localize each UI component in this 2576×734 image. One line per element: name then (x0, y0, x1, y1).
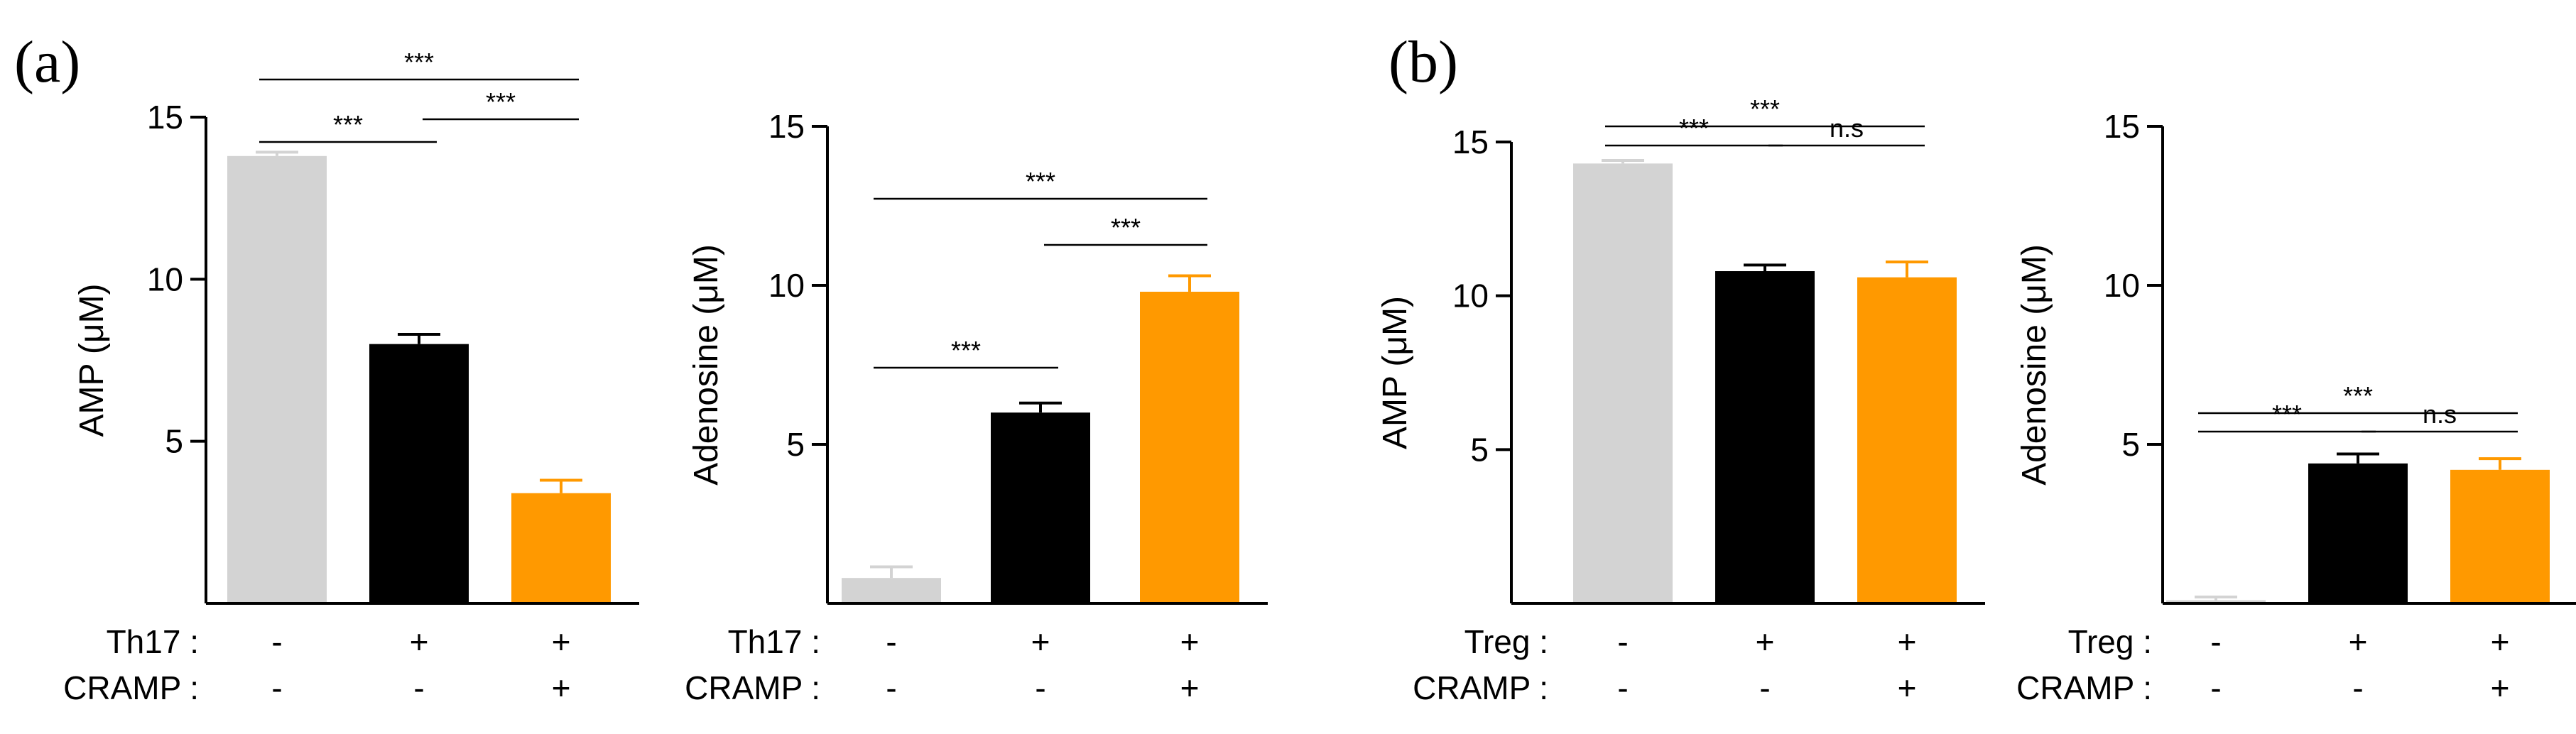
condition-sign: + (552, 623, 571, 660)
bar-2 (991, 412, 1090, 603)
condition-sign: - (2210, 669, 2221, 706)
y-tick-label-5: 5 (786, 426, 805, 463)
significance-label: *** (486, 87, 516, 116)
chart-panel-3: (b) 5 10 15 AMP (μM) Treg : - + + CRAMP : - - + *** n.… (1376, 29, 1985, 706)
y-tick-label-10: 10 (1452, 278, 1489, 314)
condition-sign: + (410, 623, 429, 660)
condition-sign: + (2491, 669, 2510, 706)
y-axis-label: Adenosine (μM) (688, 244, 725, 486)
chart-panel-1: (a) 5 10 15 AMP (μM) Th17 : - + + CRAMP : - - + *** **… (14, 29, 639, 706)
y-tick-label-15: 15 (147, 99, 183, 136)
y-tick-label-15: 15 (2104, 108, 2140, 145)
y-tick-label-10: 10 (2104, 267, 2140, 304)
condition-sign: + (1031, 623, 1050, 660)
bar-1 (227, 155, 327, 604)
condition-sign: - (2352, 669, 2363, 706)
bar-3 (1140, 291, 1239, 603)
significance-label: *** (333, 110, 363, 139)
condition-label: CRAMP : (685, 669, 820, 706)
condition-sign: - (271, 669, 282, 706)
bar-2 (1715, 271, 1815, 603)
panel-label: (a) (14, 29, 80, 95)
y-axis-label: AMP (μM) (1376, 296, 1414, 449)
condition-sign: - (1617, 623, 1628, 660)
condition-sign: + (1180, 623, 1200, 660)
significance-label: *** (2272, 400, 2302, 429)
y-tick-label-5: 5 (2121, 426, 2140, 463)
condition-sign: + (1898, 669, 1917, 706)
significance-label: *** (1679, 114, 1709, 143)
y-axis-label: AMP (μM) (73, 283, 111, 437)
significance-label: n.s (2423, 400, 2457, 429)
significance-label: *** (1026, 167, 1055, 196)
significance-label: *** (951, 336, 981, 365)
bar-2 (369, 344, 469, 603)
significance-label: *** (1750, 94, 1780, 124)
significance-label: *** (2343, 381, 2373, 410)
condition-sign: + (552, 669, 571, 706)
significance-label: *** (404, 48, 434, 77)
panel-label: (b) (1388, 29, 1458, 95)
bar-3 (1857, 277, 1957, 603)
y-tick-label-10: 10 (768, 267, 805, 304)
y-tick-label-5: 5 (165, 423, 183, 460)
condition-sign: + (1898, 623, 1917, 660)
bar-1 (842, 578, 941, 603)
significance-label: *** (1111, 213, 1141, 242)
bar-2 (2308, 463, 2408, 603)
condition-sign: + (2491, 623, 2510, 660)
condition-sign: - (2210, 623, 2221, 660)
condition-sign: - (1759, 669, 1770, 706)
condition-sign: - (413, 669, 424, 706)
condition-label: Th17 : (107, 623, 199, 660)
y-axis-label: Adenosine (μM) (2016, 244, 2053, 486)
bar-3 (2450, 469, 2550, 603)
condition-label: CRAMP : (63, 669, 199, 706)
condition-label: CRAMP : (1413, 669, 1548, 706)
condition-sign: + (1756, 623, 1775, 660)
y-tick-label-15: 15 (768, 108, 805, 145)
condition-sign: - (886, 669, 896, 706)
condition-sign: + (2349, 623, 2368, 660)
condition-sign: - (271, 623, 282, 660)
condition-sign: + (1180, 669, 1200, 706)
condition-label: CRAMP : (2016, 669, 2152, 706)
chart-panel-4: 5 10 15 Adenosine (μM) Treg : - + + CRAMP : - - + **… (2016, 108, 2576, 706)
chart-panel-2: 5 10 15 Adenosine (μM) Th17 : - + + CRAMP : - - + **… (685, 108, 1268, 706)
condition-sign: - (1617, 669, 1628, 706)
condition-sign: - (1035, 669, 1045, 706)
bar-1 (2166, 600, 2266, 603)
condition-label: Treg : (1464, 623, 1548, 660)
bar-3 (511, 493, 611, 603)
condition-sign: - (886, 623, 896, 660)
condition-label: Th17 : (728, 623, 820, 660)
condition-label: Treg : (2068, 623, 2152, 660)
significance-label: n.s (1830, 114, 1864, 143)
bar-1 (1573, 163, 1673, 604)
y-tick-label-15: 15 (1452, 124, 1489, 160)
y-tick-label-5: 5 (1470, 431, 1489, 468)
y-tick-label-10: 10 (147, 261, 183, 297)
